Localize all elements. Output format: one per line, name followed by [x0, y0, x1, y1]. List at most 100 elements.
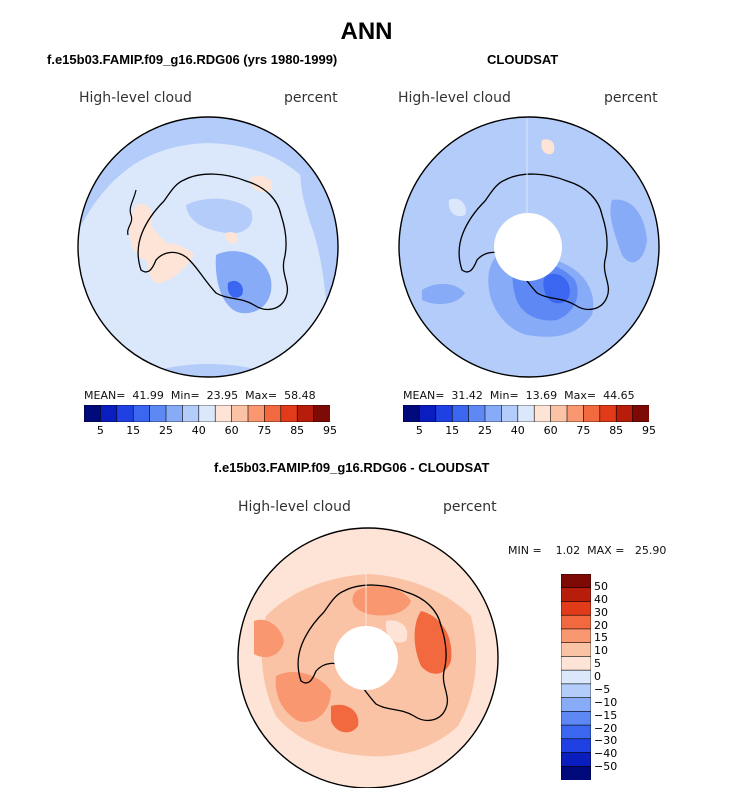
panel1-colorbar-swatch-8	[214, 405, 233, 422]
panel3-colorbar-tick-label: −40	[594, 747, 618, 761]
panel3-colorbar-swatch-4	[561, 628, 591, 644]
panel1-colorbar-swatch-14	[313, 405, 330, 422]
panel3-map-border	[237, 527, 499, 788]
panel1-colorbar-swatch-0	[84, 405, 102, 422]
panel2-contour-north	[417, 130, 647, 192]
panel3-colorbar-tick-label: −20	[594, 721, 618, 735]
panel3-colorbar-tick-label: 40	[594, 592, 608, 606]
panel2-variable: High-level cloud	[398, 90, 511, 106]
panel1-map-border	[77, 116, 339, 378]
panel3-colorbar-tick-label: −15	[594, 708, 618, 722]
panel2-colorbar-tick-label: 75	[576, 424, 591, 437]
panel3-colorbar-tick-label: 15	[594, 631, 608, 645]
panel1-peninsula-coast	[127, 189, 137, 236]
figure-title: ANN	[340, 18, 393, 45]
panel1-colorbar-tick-label: 40	[191, 424, 206, 437]
panel1-colorbar-swatch-11	[264, 405, 282, 422]
panel3-contour-west	[254, 619, 284, 658]
panel2-contour-north-warm	[541, 139, 555, 155]
panel1-colorbar-swatch-3	[132, 405, 151, 422]
panel2-colorbar-labels: 5 15 25 40 60 75 85 95	[403, 424, 656, 438]
panel2-mean-value: 31.42	[451, 389, 483, 402]
panel2-min-label: Min=	[489, 389, 519, 402]
panel2-map-border	[398, 116, 660, 378]
panel1-colorbar-tick-label: 15	[126, 424, 141, 437]
panel3-stats: MIN = 1.02 MAX = 25.90	[508, 544, 667, 557]
panel3-colorbar-tick-label: 0	[594, 670, 601, 683]
panel2-colorbar-swatch-0	[403, 405, 421, 422]
panel2-polar-map	[398, 116, 660, 378]
panel1-colorbar-swatch-4	[149, 405, 167, 422]
panel3-colorbar-swatch-8	[561, 683, 591, 699]
panel3-colorbar-tick-label: 30	[594, 605, 608, 619]
panel1-contour-ne	[250, 175, 273, 193]
panel2-colorbar-swatch-10	[566, 405, 585, 422]
panel1-colorbar-tick-label: 75	[257, 424, 272, 437]
panel2-antarctica-coastline	[458, 173, 610, 311]
panel2-colorbar-swatch-4	[468, 405, 486, 422]
panel2-max-value: 44.65	[603, 389, 635, 402]
panel2-colorbar-swatch-8	[533, 405, 552, 422]
panel2-contour-w-band	[422, 283, 465, 305]
panel1-units: percent	[284, 90, 338, 106]
panel1-colorbar-swatch-5	[165, 405, 184, 422]
panel3-colorbar-swatch-13	[561, 752, 591, 767]
panel3-colorbar-tick-label: −10	[594, 695, 618, 709]
panel1-stats: MEAN= 41.99 Min= 23.95 Max= 58.48	[84, 389, 316, 402]
panel2-colorbar-swatch-1	[419, 405, 437, 422]
panel1-contour-ring	[78, 117, 338, 235]
panel1-min-label: Min=	[170, 389, 200, 402]
panel2-colorbar-tick-label: 5	[415, 424, 423, 437]
panel2-colorbar-tick-label: 85	[609, 424, 624, 437]
panel2-colorbar-swatch-9	[550, 405, 568, 422]
panel1-contour-center	[225, 232, 238, 244]
panel2-units: percent	[604, 90, 658, 106]
panel3-colorbar-swatch-10	[561, 711, 591, 726]
panel3-colorbar-swatch-11	[561, 724, 591, 740]
panel3-colorbar-swatch-5	[561, 642, 591, 657]
panel3-colorbar-tick-label: 20	[594, 618, 608, 632]
panel1-mean-label: MEAN=	[84, 389, 126, 402]
panel1-contour-min	[227, 280, 243, 298]
panel3-units: percent	[443, 499, 497, 515]
panel3-contour-south	[331, 704, 359, 733]
panel1-polar-map	[77, 116, 339, 378]
panel2-title: CLOUDSAT	[487, 52, 559, 67]
panel2-colorbar-tick-label: 25	[478, 424, 492, 437]
panel1-colorbar-swatch-9	[231, 405, 249, 422]
panel3-colorbar-swatch-6	[561, 656, 591, 671]
panel1-colorbar-labels: 5 15 25 40 60 75 85 95	[84, 424, 337, 438]
panel2-colorbar-swatch-11	[583, 405, 601, 422]
panel2-colorbar-swatch-14	[632, 405, 649, 422]
panel2-stats: MEAN= 31.42 Min= 13.69 Max= 44.65	[403, 389, 635, 402]
panel3-colorbar-swatch-7	[561, 669, 591, 685]
panel2-polar-hole	[494, 213, 562, 281]
panel1-colorbar-tick-label: 85	[290, 424, 305, 437]
panel3-colorbar-swatch-9	[561, 697, 591, 712]
panel3-colorbar-swatch-3	[561, 614, 591, 630]
panel2-colorbar-swatch-12	[599, 405, 617, 422]
panel2-colorbar-swatch-13	[615, 405, 634, 422]
panel3-colorbar-tick-label: 5	[594, 657, 601, 671]
panel2-colorbar-tick-label: 40	[510, 424, 525, 437]
panel3-colorbar-swatch-14	[561, 765, 591, 780]
panel2-colorbar-swatch-5	[484, 405, 503, 422]
panel1-max-label: Max=	[245, 389, 278, 402]
panel3-colorbar-tick-label: −50	[594, 760, 618, 774]
panel1-colorbar	[84, 405, 330, 422]
panel1-colorbar-swatch-1	[100, 405, 118, 422]
panel1-colorbar-tick-label: 5	[96, 424, 104, 437]
panel3-colorbar-swatch-1	[561, 587, 591, 603]
panel3-polar-hole	[334, 626, 398, 690]
panel3-colorbar-swatch-0	[561, 574, 591, 589]
panel3-colorbar-labels: 50 40 30 20 15 10 5 0 −5 −10 −15 −20 −30 −40 −50	[594, 574, 644, 780]
panel1-title: f.e15b03.FAMIP.f09_g16.RDG06 (yrs 1980-1…	[47, 52, 338, 67]
panel2-colorbar-swatch-2	[435, 405, 453, 422]
panel2-contour-ross-min	[543, 273, 570, 304]
panel1-colorbar-swatch-13	[296, 405, 315, 422]
panel2-max-label: Max=	[564, 389, 597, 402]
panel3-polar-map	[237, 527, 499, 788]
panel3-colorbar-tick-label: −5	[594, 682, 611, 696]
panel3-title: f.e15b03.FAMIP.f09_g16.RDG06 - CLOUDSAT	[214, 460, 490, 475]
